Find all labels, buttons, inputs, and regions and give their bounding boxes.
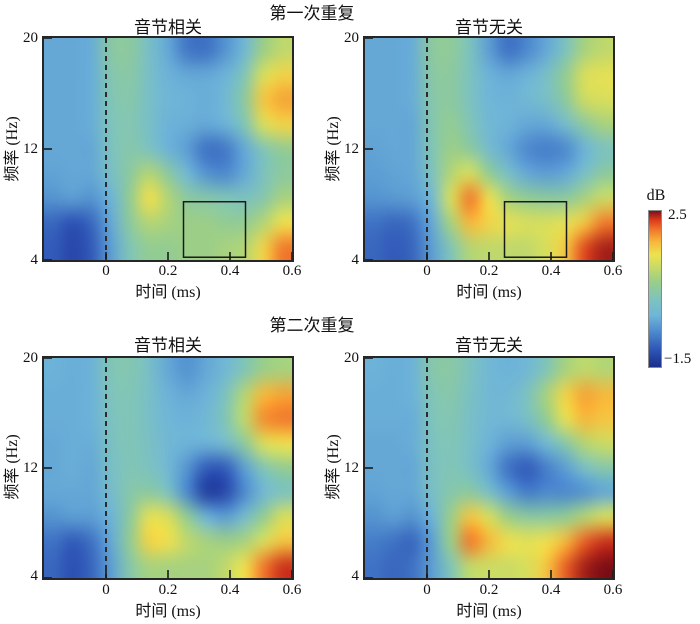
heatmap-canvas-3 bbox=[365, 358, 613, 578]
x-tick-label: 0.4 bbox=[220, 582, 240, 598]
x-tick-label: 0.2 bbox=[479, 582, 499, 598]
x-tick-label: 0.4 bbox=[220, 263, 240, 279]
x-tick-label: 0.6 bbox=[282, 582, 302, 598]
colorbar-max-label: 2.5 bbox=[668, 207, 687, 223]
y-tick-label: 20 bbox=[23, 30, 38, 46]
heatmap-panel-0 bbox=[42, 36, 294, 262]
panel-title-1: 音节无关 bbox=[455, 18, 523, 37]
y-tick-label: 12 bbox=[344, 141, 359, 157]
panel-title-3: 音节无关 bbox=[455, 336, 523, 355]
x-axis-label-0: 时间 (ms) bbox=[135, 284, 201, 301]
y-axis-label-3: 频率 (Hz) bbox=[325, 434, 342, 500]
y-tick-label: 4 bbox=[30, 568, 39, 584]
highlight-box bbox=[503, 200, 568, 258]
group-title-second-repetition: 第二次重复 bbox=[269, 316, 355, 335]
x-axis-label-1: 时间 (ms) bbox=[456, 284, 522, 301]
panel-overlay-0 bbox=[44, 38, 292, 260]
heatmap-panel-1 bbox=[363, 36, 615, 262]
highlight-box bbox=[182, 200, 247, 258]
x-tick-label: 0.2 bbox=[158, 263, 178, 279]
colorbar-min-label: −1.5 bbox=[664, 351, 692, 367]
panel-overlay-3 bbox=[365, 358, 613, 578]
colorbar-title: dB bbox=[646, 187, 666, 204]
group-title-first-repetition: 第一次重复 bbox=[269, 4, 355, 23]
y-axis-label-0: 频率 (Hz) bbox=[4, 116, 21, 182]
y-tick-label: 12 bbox=[23, 141, 38, 157]
x-tick-label: 0.6 bbox=[282, 263, 302, 279]
colorbar-gradient bbox=[648, 210, 662, 368]
x-tick-label: 0 bbox=[102, 263, 110, 279]
y-tick-label: 4 bbox=[30, 252, 39, 268]
y-tick-label: 12 bbox=[344, 460, 359, 476]
heatmap-canvas-1 bbox=[365, 38, 613, 260]
x-tick-label: 0 bbox=[423, 263, 431, 279]
x-tick-label: 0.2 bbox=[479, 263, 499, 279]
x-axis-label-3: 时间 (ms) bbox=[456, 603, 522, 620]
x-tick-label: 0.2 bbox=[158, 582, 178, 598]
y-tick-label: 20 bbox=[344, 30, 359, 46]
panel-title-0: 音节相关 bbox=[134, 18, 202, 37]
x-tick-label: 0.6 bbox=[603, 263, 623, 279]
y-tick-label: 20 bbox=[344, 350, 359, 366]
y-tick-label: 4 bbox=[351, 568, 360, 584]
y-tick-label: 20 bbox=[23, 350, 38, 366]
x-tick-label: 0 bbox=[102, 582, 110, 598]
y-tick-label: 4 bbox=[351, 252, 360, 268]
panel-overlay-1 bbox=[365, 38, 613, 260]
y-axis-label-1: 频率 (Hz) bbox=[325, 116, 342, 182]
heatmap-panel-2 bbox=[42, 356, 294, 580]
heatmap-panel-3 bbox=[363, 356, 615, 580]
y-axis-label-2: 频率 (Hz) bbox=[4, 434, 21, 500]
panel-overlay-2 bbox=[44, 358, 292, 578]
x-tick-label: 0.4 bbox=[541, 582, 561, 598]
heatmap-canvas-0 bbox=[44, 38, 292, 260]
x-tick-label: 0.4 bbox=[541, 263, 561, 279]
x-tick-label: 0 bbox=[423, 582, 431, 598]
x-tick-label: 0.6 bbox=[603, 582, 623, 598]
heatmap-canvas-2 bbox=[44, 358, 292, 578]
x-axis-label-2: 时间 (ms) bbox=[135, 603, 201, 620]
y-tick-label: 12 bbox=[23, 460, 38, 476]
panel-title-2: 音节相关 bbox=[134, 336, 202, 355]
